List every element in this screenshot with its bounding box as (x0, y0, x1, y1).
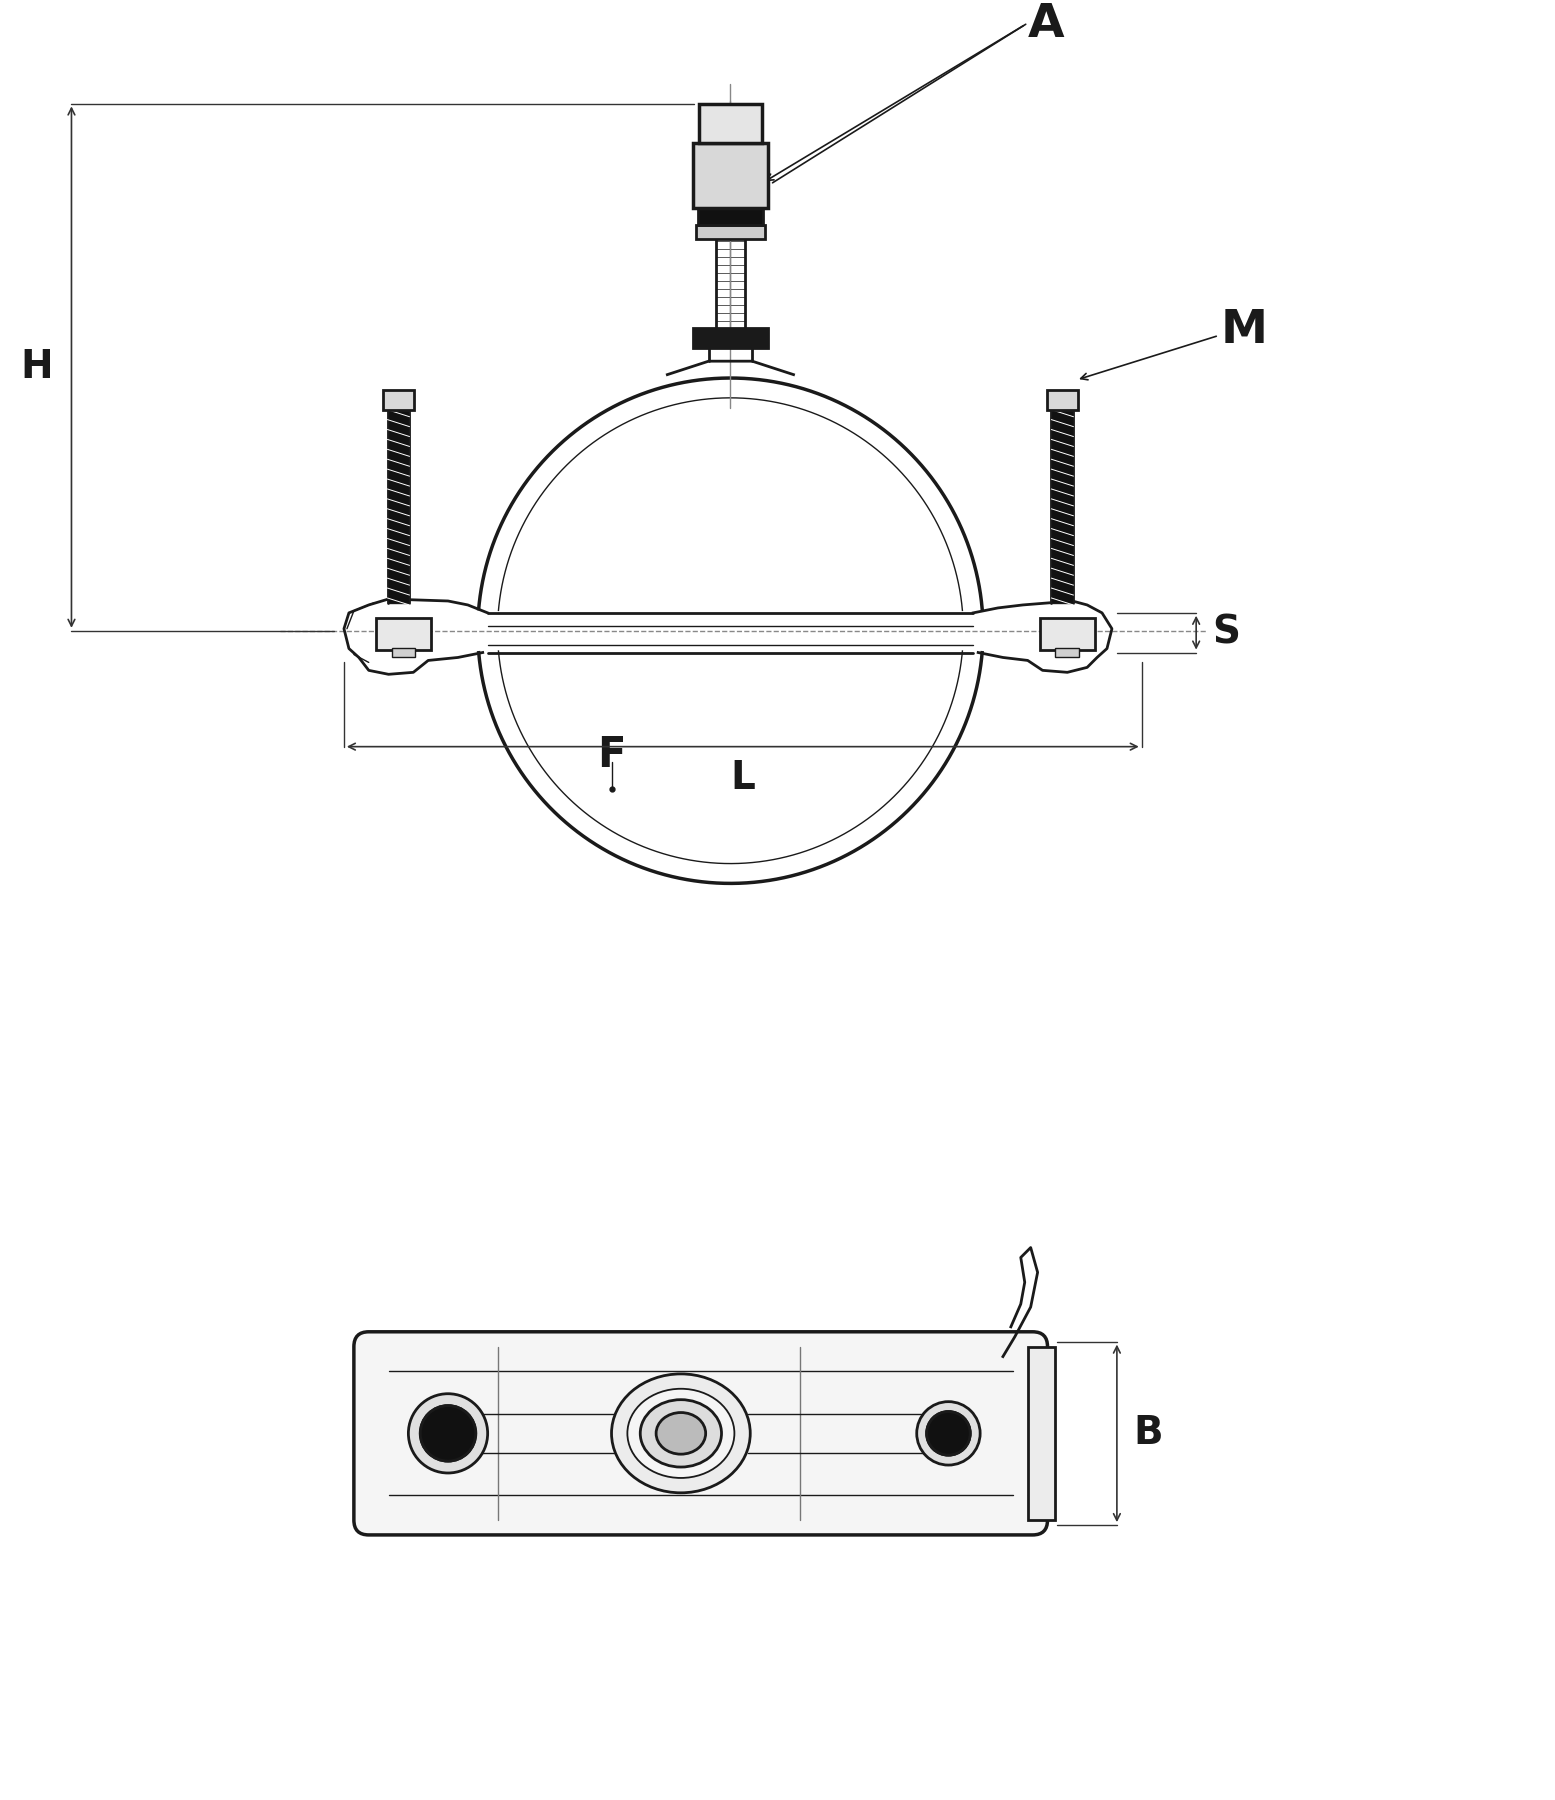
Circle shape (420, 1406, 476, 1462)
Bar (1056, 648, 1079, 657)
Ellipse shape (641, 1400, 722, 1467)
Text: M: M (1221, 308, 1267, 353)
Text: F: F (597, 734, 625, 776)
Bar (695, 225, 765, 239)
Circle shape (409, 1393, 488, 1472)
Bar (1047, 391, 1078, 410)
Circle shape (917, 1402, 980, 1465)
Text: A: A (1028, 2, 1064, 47)
Text: B: B (1134, 1415, 1163, 1453)
Bar (1040, 617, 1095, 650)
Text: L: L (731, 760, 756, 797)
Text: S: S (1211, 614, 1239, 652)
Bar (387, 410, 409, 603)
Ellipse shape (611, 1373, 750, 1492)
Bar (698, 207, 764, 225)
Text: H: H (20, 347, 53, 387)
FancyBboxPatch shape (355, 1332, 1048, 1535)
Circle shape (927, 1411, 970, 1454)
Ellipse shape (656, 1413, 706, 1454)
Bar (1051, 410, 1073, 603)
Bar (700, 104, 762, 144)
Bar (694, 144, 768, 207)
Bar (376, 617, 431, 650)
Circle shape (927, 1411, 970, 1454)
Polygon shape (1028, 1346, 1056, 1519)
Circle shape (420, 1406, 476, 1462)
Bar (694, 328, 768, 347)
Bar (392, 648, 415, 657)
Ellipse shape (627, 1390, 734, 1478)
Bar (383, 391, 414, 410)
